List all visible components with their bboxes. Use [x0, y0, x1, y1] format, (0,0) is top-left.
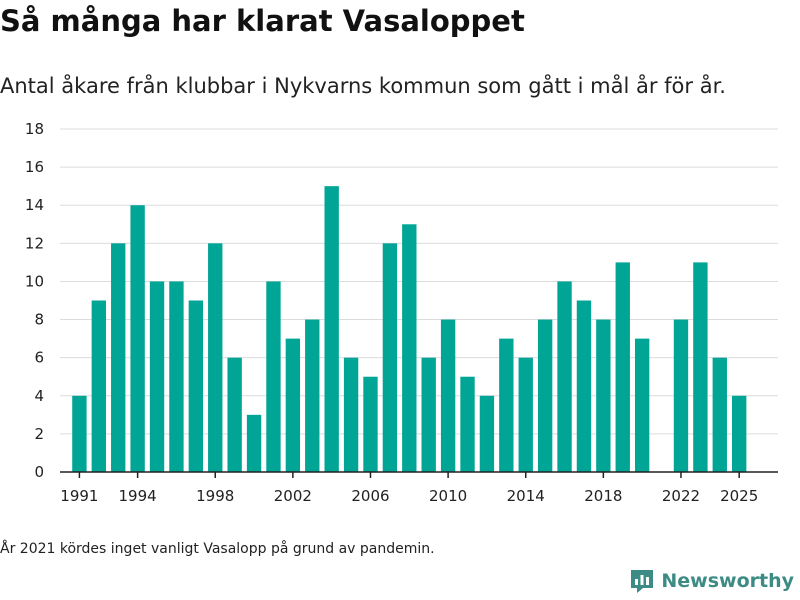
- y-tick-label: 4: [34, 387, 44, 405]
- bar: [208, 243, 223, 472]
- footnote: År 2021 kördes inget vanligt Vasalopp på…: [0, 541, 435, 557]
- x-tick-label: 2018: [584, 487, 622, 505]
- y-tick-label: 6: [34, 349, 44, 367]
- y-tick-label: 2: [34, 425, 44, 443]
- y-axis-ticks: 0 2 4 6 8 10 12 14 16 18: [25, 120, 44, 481]
- y-tick-label: 14: [25, 196, 44, 214]
- bar: [440, 319, 456, 472]
- bar: [712, 357, 727, 472]
- gridlines: [60, 128, 778, 435]
- bar: [111, 243, 126, 472]
- y-tick-label: 10: [25, 272, 44, 290]
- chart-title: Så många har klarat Vasaloppet: [0, 4, 525, 38]
- bar: [149, 281, 165, 472]
- bar: [363, 376, 378, 472]
- bar: [479, 395, 495, 472]
- y-tick-label: 8: [34, 311, 44, 329]
- bar: [518, 357, 533, 472]
- newsworthy-logo-icon: [631, 570, 654, 593]
- x-tick-label: 2014: [507, 487, 545, 505]
- bar: [499, 338, 514, 472]
- bar: [382, 243, 398, 472]
- bar: [130, 205, 145, 472]
- bar: [732, 395, 747, 472]
- bar: [246, 414, 262, 472]
- bar: [305, 319, 320, 472]
- y-tick-label: 18: [25, 120, 44, 138]
- x-tick-label: 1991: [60, 487, 98, 505]
- bar: [72, 395, 87, 472]
- bar: [673, 319, 689, 472]
- y-tick-label: 0: [34, 463, 44, 481]
- bar: [91, 300, 106, 472]
- bar: [227, 357, 242, 472]
- bar: [421, 357, 436, 472]
- x-tick-label: 2025: [720, 487, 758, 505]
- brand-name: Newsworthy: [661, 570, 794, 592]
- x-tick-label: 2010: [429, 487, 467, 505]
- x-tick-label: 1998: [196, 487, 234, 505]
- y-tick-label: 16: [25, 158, 44, 176]
- bar: [188, 300, 204, 472]
- bar: [634, 338, 650, 472]
- x-tick-label: 2022: [662, 487, 700, 505]
- bar: [615, 262, 630, 472]
- brand-logo: Newsworthy: [629, 568, 794, 594]
- bar: [324, 186, 339, 472]
- x-tick-label: 2002: [274, 487, 312, 505]
- bar: [460, 376, 475, 472]
- bar: [285, 338, 301, 472]
- bar: [266, 281, 281, 472]
- y-tick-label: 12: [25, 234, 44, 252]
- x-tick-label: 2006: [351, 487, 389, 505]
- bar: [537, 319, 553, 472]
- chart-subtitle: Antal åkare från klubbar i Nykvarns komm…: [0, 74, 726, 98]
- bar: [402, 224, 417, 472]
- bar: [693, 262, 708, 472]
- x-tick-label: 1994: [119, 487, 157, 505]
- bar-chart: 0 2 4 6 8 10 12 14 16 18 1991 1994 1998 2002 2006 2010…: [25, 120, 778, 505]
- bars: [72, 186, 747, 472]
- x-axis-ticks: 1991 1994 1998 2002 2006 2010 2014 2018 2022 2025: [60, 472, 758, 505]
- bar: [596, 319, 611, 472]
- bar: [343, 357, 359, 472]
- bar: [576, 300, 592, 472]
- bar: [169, 281, 184, 472]
- bar: [557, 281, 572, 472]
